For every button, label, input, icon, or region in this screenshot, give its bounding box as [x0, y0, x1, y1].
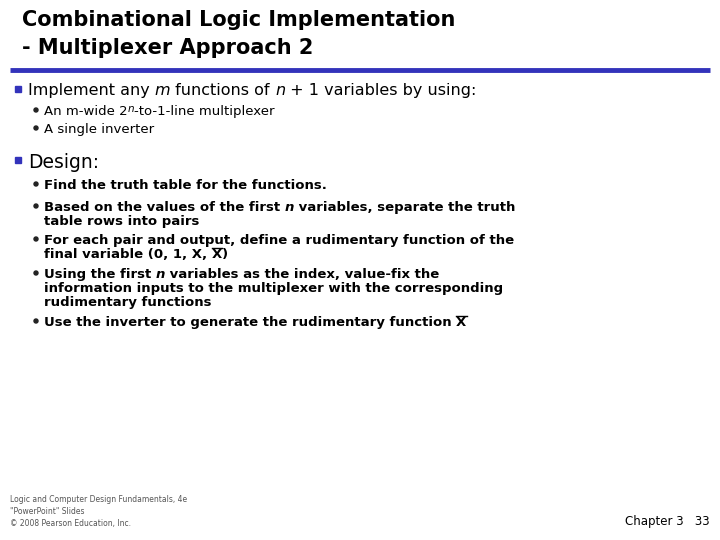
Text: n: n [284, 201, 294, 214]
Text: rudimentary functions: rudimentary functions [44, 296, 212, 309]
Text: Combinational Logic Implementation: Combinational Logic Implementation [22, 10, 455, 30]
Text: -to-1-line multiplexer: -to-1-line multiplexer [134, 105, 275, 118]
Circle shape [34, 204, 38, 208]
Text: variables as the index, value-fix the: variables as the index, value-fix the [166, 268, 439, 281]
Text: Logic and Computer Design Fundamentals, 4e
"PowerPoint" Slides
© 2008 Pearson Ed: Logic and Computer Design Fundamentals, … [10, 495, 187, 528]
Text: An m-wide 2: An m-wide 2 [44, 105, 127, 118]
Text: m: m [155, 83, 171, 98]
FancyBboxPatch shape [15, 86, 21, 92]
Text: Based on the values of the first: Based on the values of the first [44, 201, 284, 214]
Text: Chapter 3   33: Chapter 3 33 [626, 515, 710, 528]
Text: table rows into pairs: table rows into pairs [44, 215, 199, 228]
Text: A single inverter: A single inverter [44, 123, 154, 136]
Circle shape [34, 108, 38, 112]
Text: Using the first: Using the first [44, 268, 156, 281]
Text: n: n [275, 83, 285, 98]
Text: Find the truth table for the functions.: Find the truth table for the functions. [44, 179, 327, 192]
Circle shape [34, 271, 38, 275]
Text: Implement any: Implement any [28, 83, 155, 98]
Circle shape [34, 237, 38, 241]
Text: Design:: Design: [28, 153, 99, 172]
Text: functions of: functions of [171, 83, 275, 98]
Text: n: n [127, 104, 134, 114]
Text: information inputs to the multiplexer with the corresponding: information inputs to the multiplexer wi… [44, 282, 503, 295]
Text: X: X [456, 316, 467, 329]
Text: final variable (0, 1, X,: final variable (0, 1, X, [44, 248, 212, 261]
Text: variables, separate the truth: variables, separate the truth [294, 201, 516, 214]
Text: For each pair and output, define a rudimentary function of the: For each pair and output, define a rudim… [44, 234, 514, 247]
Text: Use the inverter to generate the rudimentary function: Use the inverter to generate the rudimen… [44, 316, 456, 329]
Circle shape [34, 182, 38, 186]
Text: n: n [156, 268, 166, 281]
Text: - Multiplexer Approach 2: - Multiplexer Approach 2 [22, 38, 313, 58]
Circle shape [34, 126, 38, 130]
Text: ): ) [222, 248, 228, 261]
Text: X: X [212, 248, 222, 261]
Text: + 1 variables by using:: + 1 variables by using: [285, 83, 477, 98]
FancyBboxPatch shape [15, 157, 21, 163]
Circle shape [34, 319, 38, 323]
